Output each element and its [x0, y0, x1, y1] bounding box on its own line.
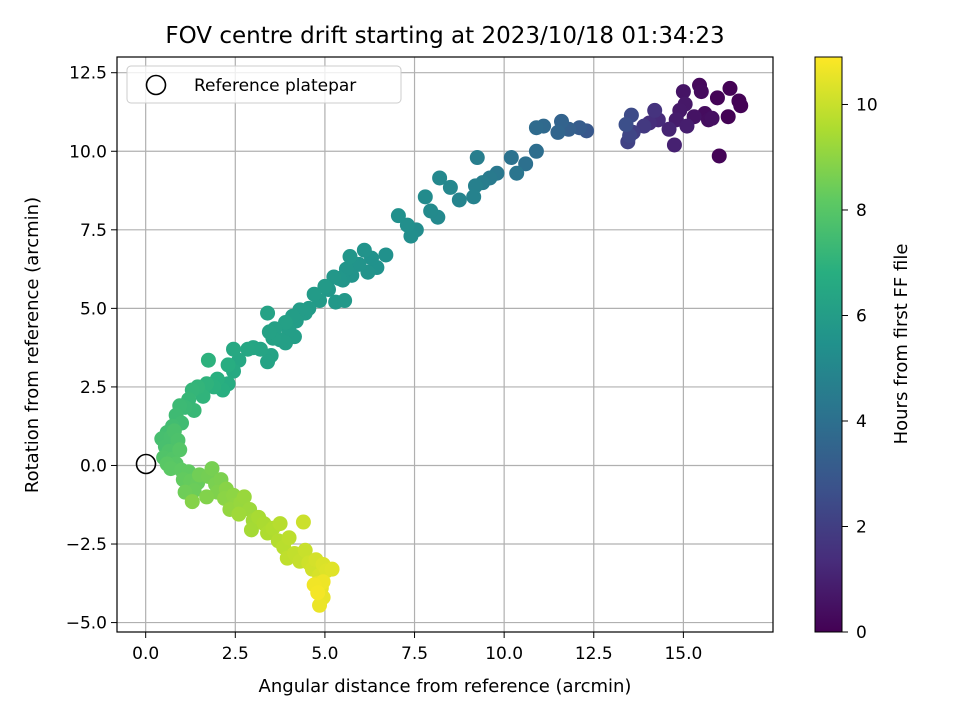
reference-platepar-marker: [135, 453, 157, 475]
data-point: [199, 489, 215, 505]
data-point: [260, 305, 276, 321]
data-point: [417, 189, 433, 205]
colorbar-tick-label: 0: [856, 623, 867, 643]
x-tick-label: 15.0: [664, 644, 702, 664]
colorbar-tick-label: 4: [856, 412, 867, 432]
data-point: [172, 442, 188, 458]
y-axis-ticks: −5.0 −2.5 0.0 2.5 5.0 7.5 10.0 12.5: [66, 64, 117, 634]
data-point: [647, 102, 663, 118]
data-point: [675, 84, 691, 100]
data-point: [469, 150, 485, 166]
data-point: [509, 165, 525, 181]
data-point: [378, 247, 394, 263]
data-point: [720, 109, 736, 125]
data-point: [661, 121, 677, 137]
data-point: [240, 341, 256, 357]
data-point: [312, 597, 328, 613]
data-point: [709, 90, 725, 106]
data-point: [467, 178, 483, 194]
data-point: [528, 143, 544, 159]
data-point: [390, 208, 406, 224]
x-axis-ticks: 0.0 2.5 5.0 7.5 10.0 12.5 15.0: [132, 632, 702, 664]
x-tick-label: 12.5: [575, 644, 613, 664]
legend-marker: [145, 74, 167, 96]
data-point: [693, 84, 709, 100]
data-point: [451, 192, 467, 208]
colorbar-gradient: [814, 56, 843, 633]
data-point: [310, 585, 326, 601]
y-tick-label: 2.5: [80, 378, 107, 398]
y-axis-label: Rotation from reference (arcmin): [22, 197, 43, 493]
data-point: [184, 494, 200, 510]
colorbar-tick-label: 2: [856, 517, 867, 537]
data-point: [260, 354, 276, 370]
data-point: [466, 189, 482, 205]
data-point: [226, 341, 242, 357]
colorbar-tick-label: 6: [856, 306, 867, 326]
y-tick-label: 7.5: [80, 221, 107, 241]
y-tick-label: −5.0: [66, 614, 107, 634]
plot-frame: [116, 56, 774, 633]
legend: Reference platepar: [126, 65, 402, 104]
data-point: [306, 286, 322, 302]
x-tick-label: 7.5: [401, 644, 428, 664]
data-point: [272, 516, 288, 532]
data-point: [679, 118, 695, 134]
legend-label: Reference platepar: [194, 76, 356, 96]
x-tick-label: 2.5: [222, 644, 249, 664]
data-point: [295, 514, 311, 530]
y-tick-label: 10.0: [69, 142, 107, 162]
colorbar-tick-label: 8: [856, 201, 867, 221]
data-point: [618, 117, 634, 133]
data-point: [243, 522, 259, 538]
data-point: [297, 542, 313, 558]
data-point: [317, 278, 333, 294]
data-point: [528, 120, 544, 136]
data-point: [503, 150, 519, 166]
data-point: [356, 242, 372, 258]
data-point: [518, 156, 534, 172]
data-point: [236, 489, 252, 505]
x-tick-label: 5.0: [311, 644, 338, 664]
colorbar-ticks: 0 2 4 6 8 10: [842, 95, 878, 643]
data-point: [722, 80, 738, 96]
x-tick-label: 10.0: [485, 644, 523, 664]
data-point: [733, 98, 749, 114]
data-point: [231, 506, 247, 522]
data-point: [399, 217, 415, 233]
data-point: [200, 352, 216, 368]
colorbar-tick-label: 10: [856, 95, 878, 115]
y-tick-label: 0.0: [80, 456, 107, 476]
data-point: [220, 357, 236, 373]
data-point: [442, 179, 458, 195]
data-point: [342, 249, 358, 265]
data-point: [261, 324, 277, 340]
data-point: [666, 137, 682, 153]
x-axis-label: Angular distance from reference (arcmin): [259, 676, 632, 697]
colorbar: 0 2 4 6 8 10 Hours from first FF file: [814, 56, 912, 643]
data-point: [711, 148, 727, 164]
data-point: [432, 170, 448, 186]
y-tick-label: 5.0: [80, 299, 107, 319]
data-point: [324, 561, 340, 577]
data-point: [423, 203, 439, 219]
data-point: [550, 124, 566, 140]
chart-title: FOV centre drift starting at 2023/10/18 …: [165, 23, 724, 49]
data-points: [154, 77, 749, 613]
x-tick-label: 0.0: [132, 644, 159, 664]
y-tick-label: −2.5: [66, 535, 107, 555]
y-tick-label: 12.5: [69, 64, 107, 84]
data-point: [281, 530, 297, 546]
data-point: [704, 110, 720, 126]
data-point: [204, 461, 220, 477]
data-point: [326, 269, 342, 285]
data-point: [337, 293, 353, 309]
colorbar-label: Hours from first FF file: [891, 244, 912, 445]
legend-box: [126, 65, 402, 104]
